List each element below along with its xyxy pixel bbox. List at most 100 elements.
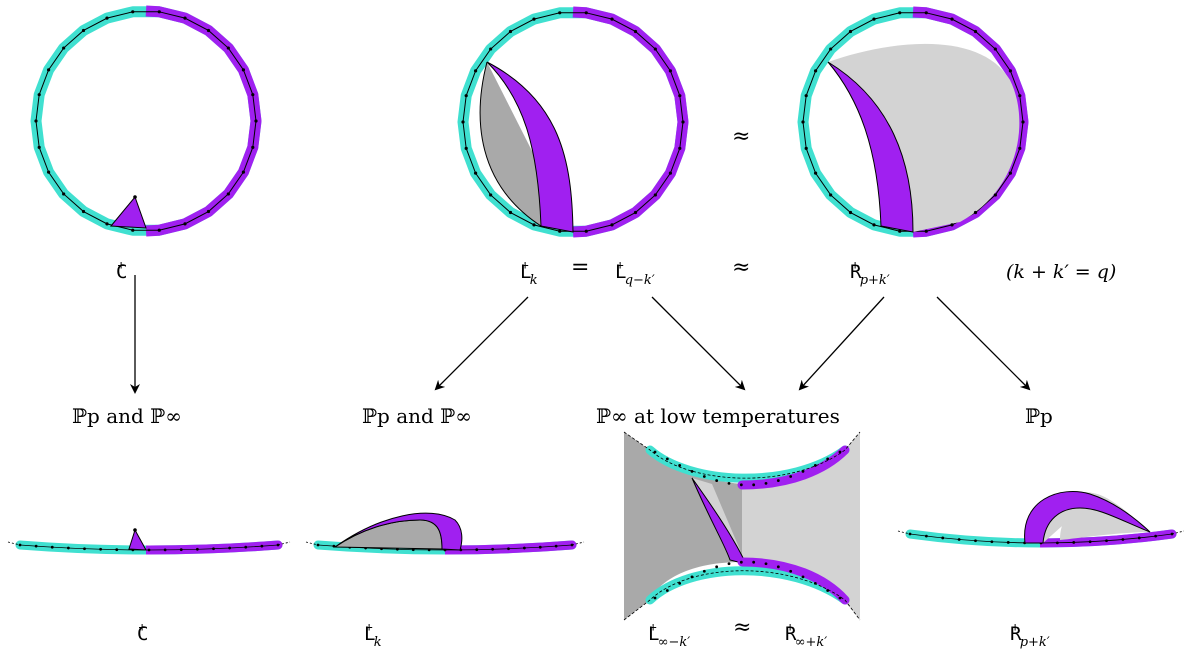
disc-c-vertex-20 bbox=[37, 93, 41, 97]
disc-l-vertex-14 bbox=[532, 223, 536, 227]
disc-l-vertex-1 bbox=[610, 17, 614, 21]
arrows-layer bbox=[130, 275, 1031, 394]
disc-r-vertex-1 bbox=[950, 17, 954, 21]
inf-top-dot-13 bbox=[813, 464, 817, 467]
strip-c-dot-15 bbox=[260, 544, 264, 548]
disc-c-spike-tip bbox=[133, 195, 137, 199]
inf-top-dot-11 bbox=[789, 475, 793, 478]
inf-bottom-dot-5 bbox=[715, 565, 719, 569]
disc-r-purple-strip bbox=[827, 61, 914, 233]
label-l-bottom-sup: + bbox=[365, 620, 373, 634]
disc-r-vertex-9 bbox=[993, 193, 997, 197]
disc-c-purple-ring bbox=[145, 5, 262, 237]
strip-r-dot-11 bbox=[1088, 540, 1092, 544]
strip-c-dot-2 bbox=[50, 545, 54, 549]
approx-bottom: ≈ bbox=[733, 615, 752, 640]
disc-r-vertex-7 bbox=[1018, 146, 1022, 150]
strip-c-dot-0 bbox=[18, 543, 22, 547]
arrow-r-left bbox=[798, 296, 885, 391]
disc-c-vertex-14 bbox=[105, 222, 109, 226]
label-l-bottom-base: L bbox=[364, 623, 376, 645]
inf-top-dot-2 bbox=[678, 464, 682, 467]
strip-l-purple-arc bbox=[334, 512, 463, 551]
strip-r-dot-16 bbox=[1170, 532, 1174, 536]
disc-r-vertex-16 bbox=[829, 193, 833, 197]
label-c-top: C+ bbox=[116, 258, 127, 283]
inf-bottom-dot-2 bbox=[678, 581, 682, 585]
strip-l-dot-11 bbox=[491, 547, 495, 551]
disc-l-vertex-3 bbox=[653, 47, 657, 51]
disc-c-vertex-23 bbox=[81, 28, 86, 33]
disc-l-vertex-10 bbox=[633, 210, 638, 215]
strip-l-dot-0 bbox=[316, 543, 320, 547]
disc-r-vertex-20 bbox=[804, 94, 808, 98]
disc-l-vertex-18 bbox=[464, 146, 468, 150]
disc-l-vertex-20 bbox=[464, 94, 468, 98]
disc-r-vertex-12 bbox=[924, 229, 928, 233]
disc-l-vertex-8 bbox=[668, 171, 673, 175]
label-r-top-base: R bbox=[850, 261, 862, 283]
disc-r-vertex-13 bbox=[898, 229, 902, 233]
strip-l-dot-10 bbox=[475, 548, 479, 552]
inf-bottom-dot-0 bbox=[653, 596, 657, 600]
strip-c-dot-13 bbox=[228, 546, 232, 550]
label-r-bottom-base: R bbox=[1010, 623, 1022, 645]
disc-c-vertex-0 bbox=[157, 10, 161, 14]
disc-c-vertex-22 bbox=[62, 46, 66, 50]
disc-c-vertex-15 bbox=[81, 209, 86, 214]
disc-c-vertex-25 bbox=[131, 10, 135, 14]
label-r-top-sub: p+k′ bbox=[859, 273, 890, 288]
label-l-bottom: L+k bbox=[364, 620, 382, 650]
inf-bottom-dot-1 bbox=[665, 589, 669, 592]
disc-r-vertex-23 bbox=[848, 29, 853, 34]
label-l-alt-base: L bbox=[615, 261, 627, 283]
inf-bottom-dot-12 bbox=[801, 575, 805, 579]
strip-l-dot-6 bbox=[411, 548, 415, 552]
disc-r-vertex-3 bbox=[993, 47, 997, 51]
disc-r-vertex-4 bbox=[1008, 69, 1013, 73]
disc-l-vertex-24 bbox=[532, 17, 536, 21]
disc-l-vertex-22 bbox=[489, 47, 493, 51]
label-r-top-sup: + bbox=[851, 258, 859, 272]
strip-r-dot-9 bbox=[1055, 541, 1059, 545]
strip-c-dot-11 bbox=[195, 547, 199, 551]
inf-top-dot-1 bbox=[665, 457, 669, 461]
disc-c-vertex-18 bbox=[37, 145, 41, 149]
strip-r-dot-0 bbox=[908, 532, 912, 536]
inf-bottom-purple bbox=[737, 557, 850, 605]
inf-top-dot-0 bbox=[653, 450, 657, 454]
disc-c-spike bbox=[109, 196, 147, 229]
inf-top-dot-4 bbox=[702, 475, 706, 478]
shapes-layer bbox=[7, 5, 1184, 621]
approx-between-labels: ≈ bbox=[732, 255, 751, 280]
strip-c-dot-12 bbox=[212, 547, 215, 551]
strip-r-dot-6 bbox=[1006, 541, 1010, 544]
label-c-bottom-sup: + bbox=[138, 620, 146, 634]
disc-l-vertex-7 bbox=[678, 146, 682, 150]
inf-bottom-dot-10 bbox=[776, 565, 780, 569]
disc-r-vertex-18 bbox=[804, 146, 808, 150]
disc-c-vertex-16 bbox=[62, 192, 66, 196]
disc-l-purple-ring bbox=[572, 6, 689, 238]
disc-l-vertex-12 bbox=[584, 229, 588, 233]
strip-c-dot-1 bbox=[34, 544, 38, 548]
disc-l-vertex-21 bbox=[473, 69, 478, 73]
strip-c-dot-10 bbox=[179, 548, 183, 552]
disc-c-vertex-12 bbox=[157, 228, 161, 232]
label-l-inf-sub: ∞−k′ bbox=[657, 635, 691, 650]
disc-l-vertex-4 bbox=[668, 69, 673, 73]
disc-l-vertex-6 bbox=[681, 120, 685, 124]
inf-bottom-dot-15 bbox=[838, 596, 842, 600]
strip-r-dot-10 bbox=[1072, 541, 1076, 544]
inf-top-purple bbox=[737, 445, 850, 490]
strip-c-dot-9 bbox=[163, 548, 167, 552]
label-r-inf-bottom: R+∞+k′ bbox=[785, 620, 827, 650]
disc-c-vertex-11 bbox=[183, 222, 187, 226]
strip-r-purple-arc bbox=[1024, 490, 1151, 544]
disc-r-vertex-25 bbox=[898, 11, 902, 15]
strip-l-dot-12 bbox=[507, 547, 510, 551]
disc-l-vertex-17 bbox=[473, 171, 478, 175]
arrow-l-left bbox=[434, 296, 529, 391]
disc-l-vertex-23 bbox=[508, 29, 513, 34]
